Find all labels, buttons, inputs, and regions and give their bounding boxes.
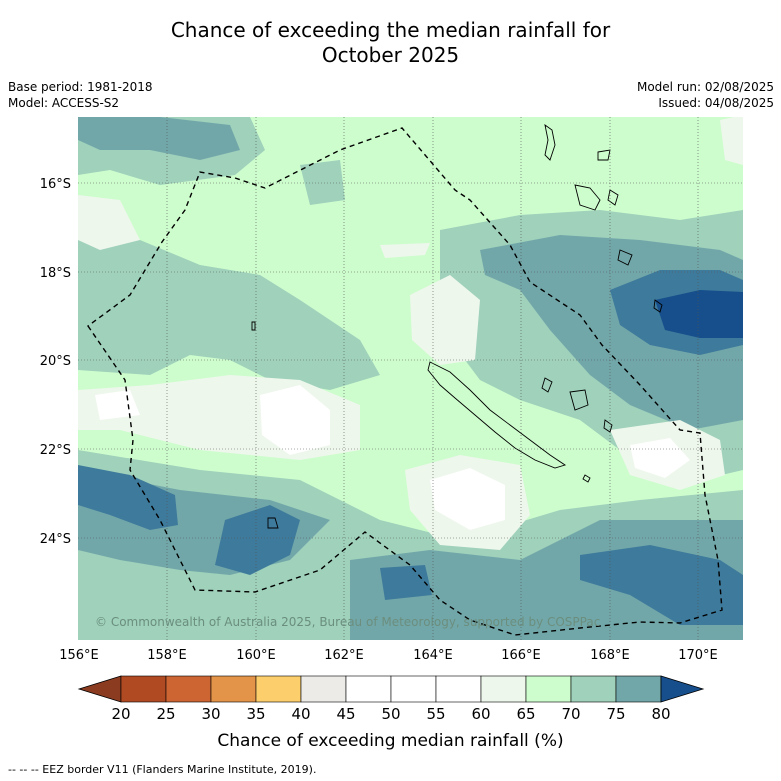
title-line-1: Chance of exceeding the median rainfall … xyxy=(170,18,611,42)
probability-band-over-80 xyxy=(655,290,743,338)
latitude-labels: 16°S 18°S 20°S 22°S 24°S xyxy=(40,177,71,547)
islet xyxy=(653,299,663,313)
colorbar-tick-label: 80 xyxy=(651,705,670,723)
probability-band-65-70 xyxy=(300,160,345,205)
probability-band-75-80 xyxy=(78,465,178,530)
model-name: Model: ACCESS-S2 xyxy=(8,96,120,110)
longitude-labels: 156°E 158°E 160°E 162°E 164°E 166°E 168°… xyxy=(59,648,718,663)
colorbar-tick-label: 55 xyxy=(426,705,445,723)
new-caledonia-island xyxy=(427,361,567,469)
colorbar-tick-label: 25 xyxy=(156,705,175,723)
colorbar-segment xyxy=(300,675,347,703)
copyright-text: © Commonwealth of Australia 2025, Bureau… xyxy=(95,615,600,629)
colorbar-tick-label: 50 xyxy=(381,705,400,723)
issued-date: Issued: 04/08/2025 xyxy=(658,96,774,110)
islet xyxy=(251,321,256,331)
loyalty-island xyxy=(541,377,553,393)
colorbar-segment xyxy=(435,675,482,703)
lon-label: 158°E xyxy=(147,648,187,663)
islet xyxy=(267,517,279,529)
colorbar-ticks: 20 25 30 35 40 45 50 55 60 65 70 75 80 xyxy=(111,705,670,723)
probability-band-75-80 xyxy=(580,545,743,625)
probability-band-45-55 xyxy=(260,385,330,455)
colorbar-tick-label: 65 xyxy=(516,705,535,723)
title-line-2: October 2025 xyxy=(321,43,460,67)
lon-label: 160°E xyxy=(236,648,276,663)
colorbar-tick-label: 35 xyxy=(246,705,265,723)
colorbar-segment xyxy=(570,675,617,703)
probability-band-55-60 xyxy=(410,275,480,365)
probability-band-55-60 xyxy=(380,243,430,258)
colorbar-segment xyxy=(390,675,437,703)
loyalty-island xyxy=(569,389,589,411)
islet xyxy=(582,474,591,483)
lat-label: 20°S xyxy=(40,354,71,369)
colorbar-tick-label: 75 xyxy=(606,705,625,723)
probability-band-45-55 xyxy=(430,468,505,530)
colorbar-tick-label: 40 xyxy=(291,705,310,723)
probability-band-65-70 xyxy=(78,230,380,390)
vanuatu-island xyxy=(597,149,611,161)
probability-band-45-55 xyxy=(95,390,140,420)
graticule xyxy=(78,117,743,640)
colorbar xyxy=(77,675,705,703)
colorbar-tick-label: 60 xyxy=(471,705,490,723)
probability-band-75-80 xyxy=(380,565,432,600)
colorbar-title: Chance of exceeding median rainfall (%) xyxy=(217,731,564,751)
vanuatu-island xyxy=(617,249,633,266)
model-run: Model run: 02/08/2025 xyxy=(636,80,774,94)
colorbar-segment xyxy=(120,675,167,703)
eez-border xyxy=(87,127,723,636)
lon-label: 164°E xyxy=(413,648,453,663)
lat-label: 18°S xyxy=(40,266,71,281)
meta-left: Base period: 1981-2018 Model: ACCESS-S2 xyxy=(8,79,153,111)
vanuatu-island xyxy=(544,123,556,161)
meta-right: Model run: 02/08/2025 Issued: 04/08/2025 xyxy=(637,79,774,111)
colorbar-segment xyxy=(525,675,572,703)
vanuatu-island xyxy=(574,184,601,211)
colorbar-tick-label: 70 xyxy=(561,705,580,723)
colorbar-segment xyxy=(255,675,302,703)
probability-band-55-60 xyxy=(78,195,140,250)
lon-label: 170°E xyxy=(678,648,718,663)
map-title: Chance of exceeding the median rainfall … xyxy=(0,18,781,68)
coastlines xyxy=(251,123,663,529)
probability-band-70-75 xyxy=(78,117,240,160)
colorbar-tick-label: 45 xyxy=(336,705,355,723)
colorbar-under-arrow xyxy=(77,675,122,703)
probability-band-75-80 xyxy=(215,505,300,575)
probability-band-55-60 xyxy=(720,117,743,165)
lat-label: 16°S xyxy=(40,177,71,192)
lat-label: 24°S xyxy=(40,532,71,547)
colorbar-segment xyxy=(480,675,527,703)
colorbar-over-arrow xyxy=(660,675,705,703)
map-area xyxy=(78,117,743,640)
colorbar-segment xyxy=(615,675,662,703)
colorbar-tick-label: 20 xyxy=(111,705,130,723)
lon-label: 168°E xyxy=(590,648,630,663)
base-period: Base period: 1981-2018 xyxy=(8,80,153,94)
vanuatu-island xyxy=(607,189,619,206)
colorbar-segment xyxy=(165,675,212,703)
colorbar-segment xyxy=(210,675,257,703)
colorbar-tick-label: 30 xyxy=(201,705,220,723)
lon-label: 156°E xyxy=(59,648,99,663)
colorbar-segment xyxy=(345,675,392,703)
eez-legend-note: -- -- -- EEZ border V11 (Flanders Marine… xyxy=(8,763,317,776)
lat-label: 22°S xyxy=(40,443,71,458)
lon-label: 166°E xyxy=(501,648,541,663)
lon-label: 162°E xyxy=(324,648,364,663)
probability-band-45-55 xyxy=(630,438,690,478)
